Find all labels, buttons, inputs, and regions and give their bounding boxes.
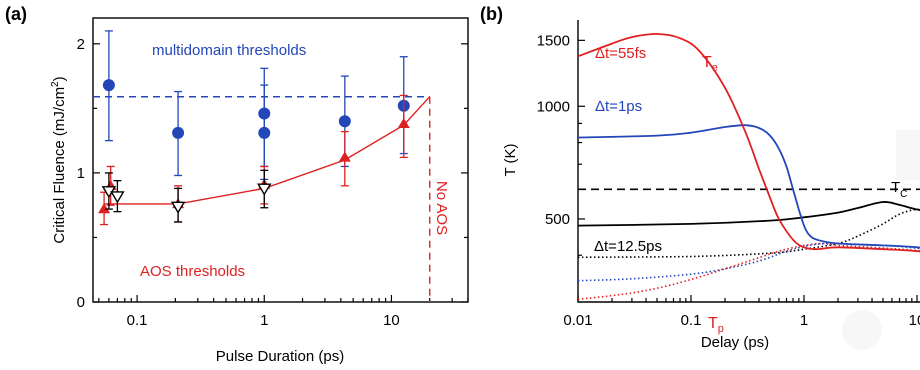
aos-down-triangle-point bbox=[110, 191, 125, 204]
electron-temp-curve bbox=[577, 33, 920, 253]
annotation-dt-12-5ps: Δt=12.5ps bbox=[594, 238, 662, 255]
annotation-dt-55fs: Δt=55fs bbox=[595, 45, 646, 62]
aos-down-triangle-point bbox=[257, 183, 272, 196]
panel-a-label: (a) bbox=[5, 4, 27, 24]
electron-temp-curve bbox=[577, 201, 920, 227]
label-Te: Te bbox=[702, 54, 718, 74]
x-tick-label: 0.1 bbox=[681, 312, 702, 329]
multidomain-point bbox=[258, 126, 271, 139]
x-tick-label: 0.01 bbox=[563, 312, 592, 329]
panel-b-plot-area bbox=[577, 33, 920, 301]
panel-a-xlabel: Pulse Duration (ps) bbox=[216, 348, 344, 365]
y-tick-label: 0 bbox=[77, 294, 85, 311]
panel-b-ticks: 0.01 0.1 1 10 500 1000 1500 bbox=[537, 32, 920, 329]
watermark bbox=[842, 130, 920, 350]
multidomain-point bbox=[338, 115, 351, 128]
panel-a-plot-area bbox=[93, 30, 431, 302]
annotation-multidomain: multidomain thresholds bbox=[152, 42, 306, 59]
panel-b: (b) 0.01 0.1 1 10 500 1000 1500 Delay (ps) T (… bbox=[480, 4, 920, 351]
aos-up-triangle-point bbox=[397, 117, 410, 129]
y-tick-label: 500 bbox=[545, 211, 570, 228]
label-Tc: TC bbox=[891, 179, 907, 200]
phonon-temp-curve bbox=[577, 242, 920, 301]
panel-b-ylabel: T (K) bbox=[502, 143, 519, 176]
aos-down-triangle-point bbox=[170, 201, 186, 214]
aos-up-triangle-point bbox=[98, 203, 111, 214]
x-tick-label: 1 bbox=[260, 312, 268, 329]
panel-b-axes bbox=[577, 20, 920, 303]
aos-fit-line bbox=[104, 96, 431, 205]
multidomain-point bbox=[172, 126, 185, 139]
y-tick-label: 1 bbox=[77, 165, 85, 182]
label-Tp: Tp bbox=[708, 315, 724, 335]
multidomain-point bbox=[102, 79, 115, 92]
panel-a: (a) 0.1 1 10 0 1 2 Pulse Duration (ps) Critic… bbox=[5, 4, 469, 365]
x-tick-label: 1 bbox=[800, 312, 808, 329]
x-tick-label: 10 bbox=[909, 312, 920, 329]
electron-temp-curve bbox=[577, 124, 920, 249]
y-tick-label: 1000 bbox=[537, 98, 570, 115]
annotation-aos-thresholds: AOS thresholds bbox=[140, 263, 245, 280]
annotation-no-aos: No AOS bbox=[433, 181, 450, 235]
x-tick-label: 10 bbox=[383, 312, 400, 329]
y-tick-label: 2 bbox=[77, 36, 85, 53]
panel-a-frame bbox=[92, 17, 469, 303]
panel-b-label: (b) bbox=[480, 4, 503, 24]
x-tick-label: 0.1 bbox=[127, 312, 148, 329]
panel-a-ylabel: Critical Fluence (mJ/cm2) bbox=[50, 76, 68, 243]
panel-a-ticks: 0.1 1 10 0 1 2 bbox=[77, 36, 469, 329]
phonon-temp-curve bbox=[577, 208, 920, 259]
annotation-dt-1ps: Δt=1ps bbox=[595, 98, 642, 115]
aos-up-triangle-point bbox=[338, 151, 351, 162]
panel-b-xlabel: Delay (ps) bbox=[701, 334, 769, 351]
y-tick-label: 1500 bbox=[537, 32, 570, 49]
